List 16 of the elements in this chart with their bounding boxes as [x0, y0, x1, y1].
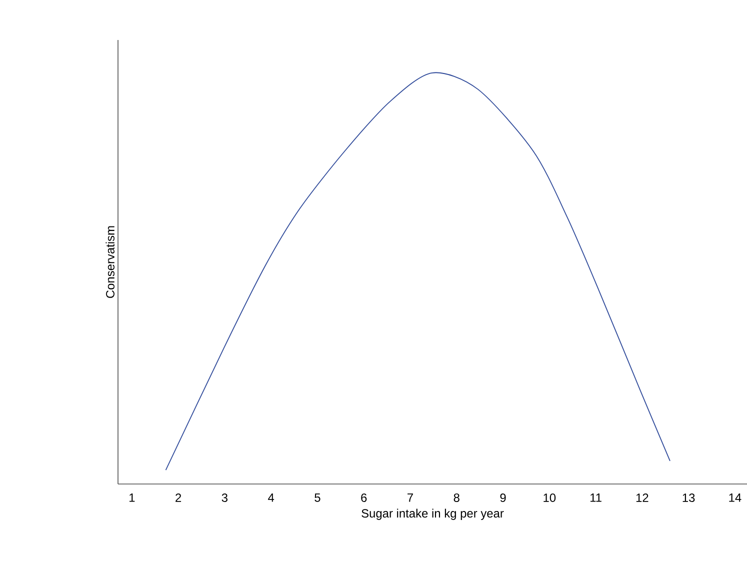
x-tick-label: 1 [130, 494, 135, 502]
x-tick-label: 5 [314, 494, 320, 502]
x-tick-label: 12 [636, 494, 648, 502]
x-tick-label: 7 [408, 494, 413, 502]
x-tick-label: 14 [729, 494, 742, 502]
y-axis-title: Conservatism [106, 226, 114, 298]
x-tick-label: 6 [361, 494, 367, 502]
x-tick-label: 9 [500, 494, 506, 502]
x-tick-label: 8 [454, 494, 460, 502]
x-axis-title: Sugar intake in kg per year [362, 508, 504, 520]
x-tick-label: 4 [268, 494, 274, 502]
x-tick-label: 2 [176, 494, 182, 502]
x-tick-label: 3 [222, 494, 228, 502]
x-tick-label: 10 [544, 494, 556, 502]
x-tick-label: 11 [590, 494, 602, 502]
x-tick-label: 13 [682, 494, 695, 502]
